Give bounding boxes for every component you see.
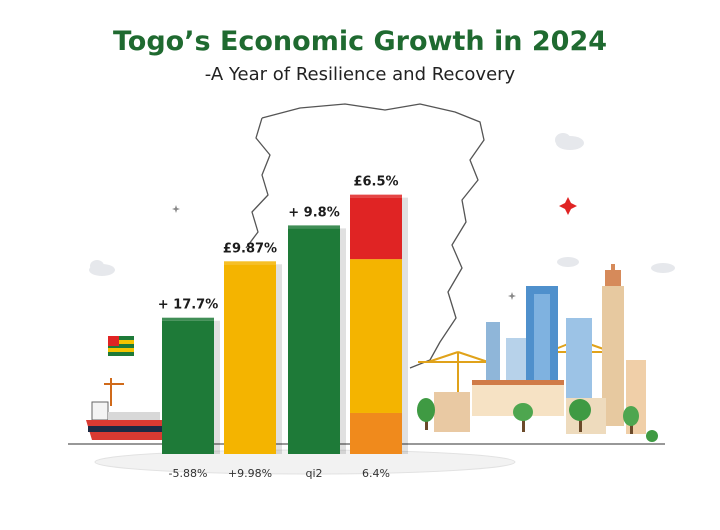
bar-shade (340, 228, 346, 454)
category-label: qi2 (305, 467, 322, 480)
tree-icon (569, 399, 591, 432)
bar-shade (276, 264, 282, 454)
bar-cap (224, 261, 276, 265)
cloud-icon (651, 263, 675, 273)
cloud-icon (557, 257, 579, 267)
bar-cap (350, 194, 402, 198)
sparkle-icon (559, 197, 577, 215)
category-label: +9.98% (228, 467, 272, 480)
tree-icon (623, 406, 639, 434)
tree-icon (513, 403, 533, 432)
bar-group: + 17.7% -5.88% £9.87% +9.98% + 9.8% qi2 £6.5% 6… (158, 175, 408, 480)
bar-cap (162, 317, 214, 321)
map-outline-left (245, 117, 271, 249)
city-skyline-icon (434, 264, 646, 434)
tree-icon (646, 430, 658, 442)
sparkle-icon (172, 205, 180, 213)
category-label: -5.88% (169, 467, 208, 480)
page-subtitle: -A Year of Resilience and Recovery (204, 64, 516, 85)
bar-shade (214, 320, 220, 454)
togo-flag-icon (108, 336, 134, 356)
bar-1-segment-1 (162, 320, 214, 454)
togo-map-outline-icon (261, 103, 485, 369)
bar-4-segment-3 (350, 197, 402, 260)
cloud-icon (555, 133, 584, 150)
bar-2-segment-1 (224, 264, 276, 454)
bar-value-label: £9.87% (223, 241, 277, 256)
sparkle-icon (508, 292, 516, 300)
bar-value-label: £6.5% (353, 175, 398, 190)
cloud-icon (89, 260, 115, 276)
bar-cap (288, 225, 340, 229)
bar-value-label: + 9.8% (288, 205, 339, 220)
category-label: 6.4% (362, 467, 390, 480)
bar-3-segment-1 (288, 228, 340, 454)
bar-value-label: + 17.7% (158, 298, 219, 313)
bar-shade (402, 197, 408, 455)
tree-icon (417, 398, 435, 430)
bar-4-segment-1 (350, 412, 402, 454)
page-title: Togo’s Economic Growth in 2024 (112, 26, 608, 57)
bar-4-segment-2 (350, 259, 402, 413)
cargo-ship-icon (86, 378, 166, 440)
